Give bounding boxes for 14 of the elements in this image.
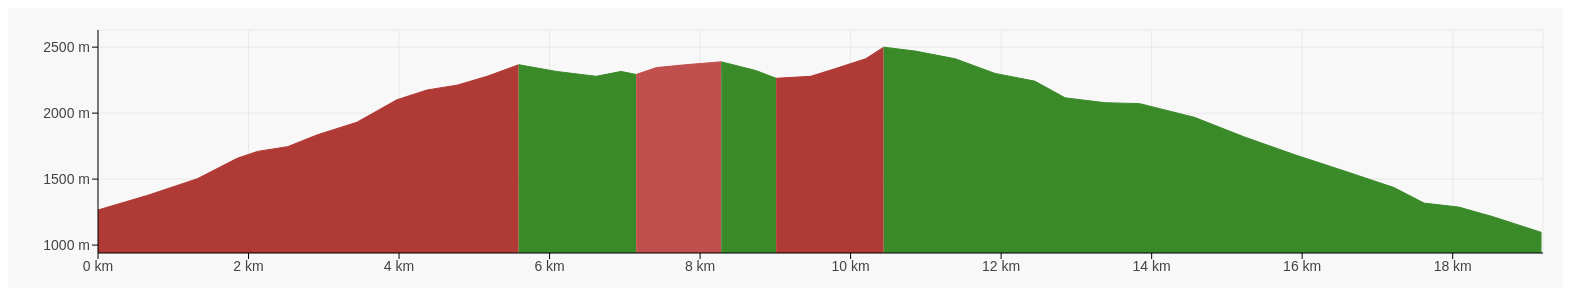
x-tick-label: 10 km [831, 257, 870, 274]
x-tick-label: 6 km [534, 257, 565, 274]
y-tick-label: 1500 m [43, 171, 90, 188]
x-tick-label: 12 km [982, 257, 1021, 274]
y-tick-label: 1000 m [43, 237, 90, 254]
x-tick-label: 16 km [1283, 257, 1322, 274]
x-tick-label: 14 km [1132, 257, 1171, 274]
x-tick-label: 0 km [82, 257, 114, 274]
x-tick-label: 4 km [383, 257, 415, 274]
y-tick-label: 2000 m [43, 105, 90, 122]
x-tick-label: 18 km [1433, 257, 1472, 274]
x-tick-label: 8 km [684, 257, 716, 274]
x-tick-label: 2 km [233, 257, 264, 274]
y-tick-label: 2500 m [43, 39, 90, 56]
